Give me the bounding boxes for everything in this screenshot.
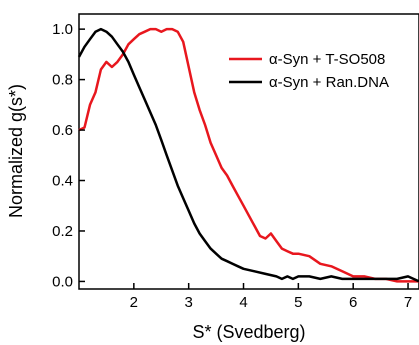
legend-label-tso508: α-Syn + T-SO508: [269, 51, 385, 68]
y-tick-label: 0.0: [52, 273, 73, 290]
x-tick-label: 7: [404, 294, 412, 311]
y-axis-label: Normalized g(s*): [6, 84, 26, 218]
x-tick-label: 3: [185, 294, 193, 311]
series-layer: [77, 27, 419, 283]
series-line-tso508: [78, 27, 419, 283]
series-line-randna: [77, 27, 419, 283]
ticks-layer: 2 3 4 5 6 7 0.0 0.2 0.4 0.6 0.8 1.0: [52, 21, 412, 311]
plot-frame: [78, 13, 419, 290]
x-tick-label: 5: [294, 294, 302, 311]
y-tick-label: 0.2: [52, 223, 73, 240]
x-tick-label: 4: [239, 294, 247, 311]
x-tick-label: 2: [130, 294, 138, 311]
legend-label-randna: α-Syn + Ran.DNA: [269, 74, 389, 91]
x-tick-label: 6: [349, 294, 357, 311]
y-tick-label: 0.8: [52, 72, 73, 89]
y-tick-label: 1.0: [52, 21, 73, 38]
y-tick-label: 0.4: [52, 173, 73, 190]
y-tick-label: 0.6: [52, 122, 73, 139]
legend: α-Syn + T-SO508 α-Syn + Ran.DNA: [229, 51, 389, 91]
x-axis-label: S* (Svedberg): [192, 322, 305, 342]
